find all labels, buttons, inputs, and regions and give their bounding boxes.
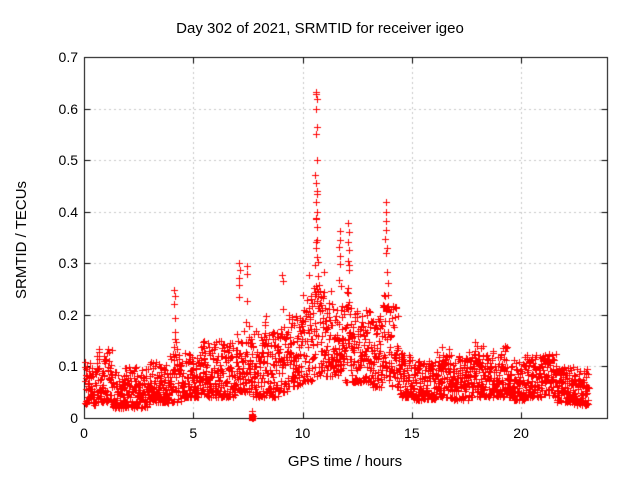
x-tick-label: 10 [294, 425, 311, 441]
y-tick-label: 0 [70, 410, 78, 426]
y-tick-label: 0.1 [58, 358, 78, 375]
y-tick-label: 0.4 [58, 203, 78, 220]
y-tick-label: 0.7 [58, 49, 78, 65]
chart-title: Day 302 of 2021, SRMTID for receiver ige… [176, 20, 464, 37]
y-tick-label: 0.2 [58, 306, 78, 323]
y-tick-label: 0.3 [58, 255, 78, 272]
x-tick-label: 15 [404, 425, 420, 441]
x-tick-label: 5 [189, 425, 198, 441]
y-tick-label: 0.6 [58, 100, 78, 117]
y-tick-label: 0.5 [58, 152, 78, 169]
x-axis-label: GPS time / hours [287, 453, 403, 470]
y-axis-label: SRMTID / TECUs [13, 180, 30, 300]
x-tick-label: 0 [80, 425, 88, 441]
x-tick-label: 20 [513, 425, 529, 441]
